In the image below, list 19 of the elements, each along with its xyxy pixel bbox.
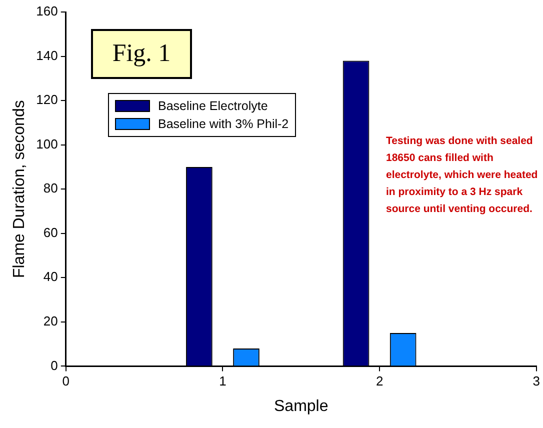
- y-tick-label: 40: [43, 269, 58, 284]
- y-tick-label: 60: [43, 224, 58, 240]
- y-tick-label: 100: [36, 136, 58, 152]
- x-tick-label: 0: [62, 374, 70, 389]
- y-tick-label: 120: [36, 92, 58, 108]
- y-tick-label: 80: [43, 180, 58, 196]
- x-tick-label: 2: [376, 374, 384, 389]
- x-axis-title: Sample: [274, 398, 328, 415]
- y-axis-title: Flame Duration, seconds: [11, 100, 28, 278]
- legend-label: Baseline Electrolyte: [158, 98, 268, 115]
- y-tick-label: 20: [43, 314, 58, 329]
- x-tick-label: 3: [532, 374, 540, 389]
- y-tick-label: 160: [36, 4, 58, 19]
- legend-label: Baseline with 3% Phil-2: [158, 116, 289, 133]
- annotation: Fig. 1: [91, 29, 192, 79]
- x-tick-label: 1: [219, 374, 226, 389]
- y-tick-label: 140: [36, 48, 58, 63]
- annotation: Testing was done with sealed 18650 cans filled with electrolyte, which were heated in proximity to a 3 Hz spark source until venting occured.: [386, 134, 538, 217]
- y-tick-label: 0: [50, 358, 58, 373]
